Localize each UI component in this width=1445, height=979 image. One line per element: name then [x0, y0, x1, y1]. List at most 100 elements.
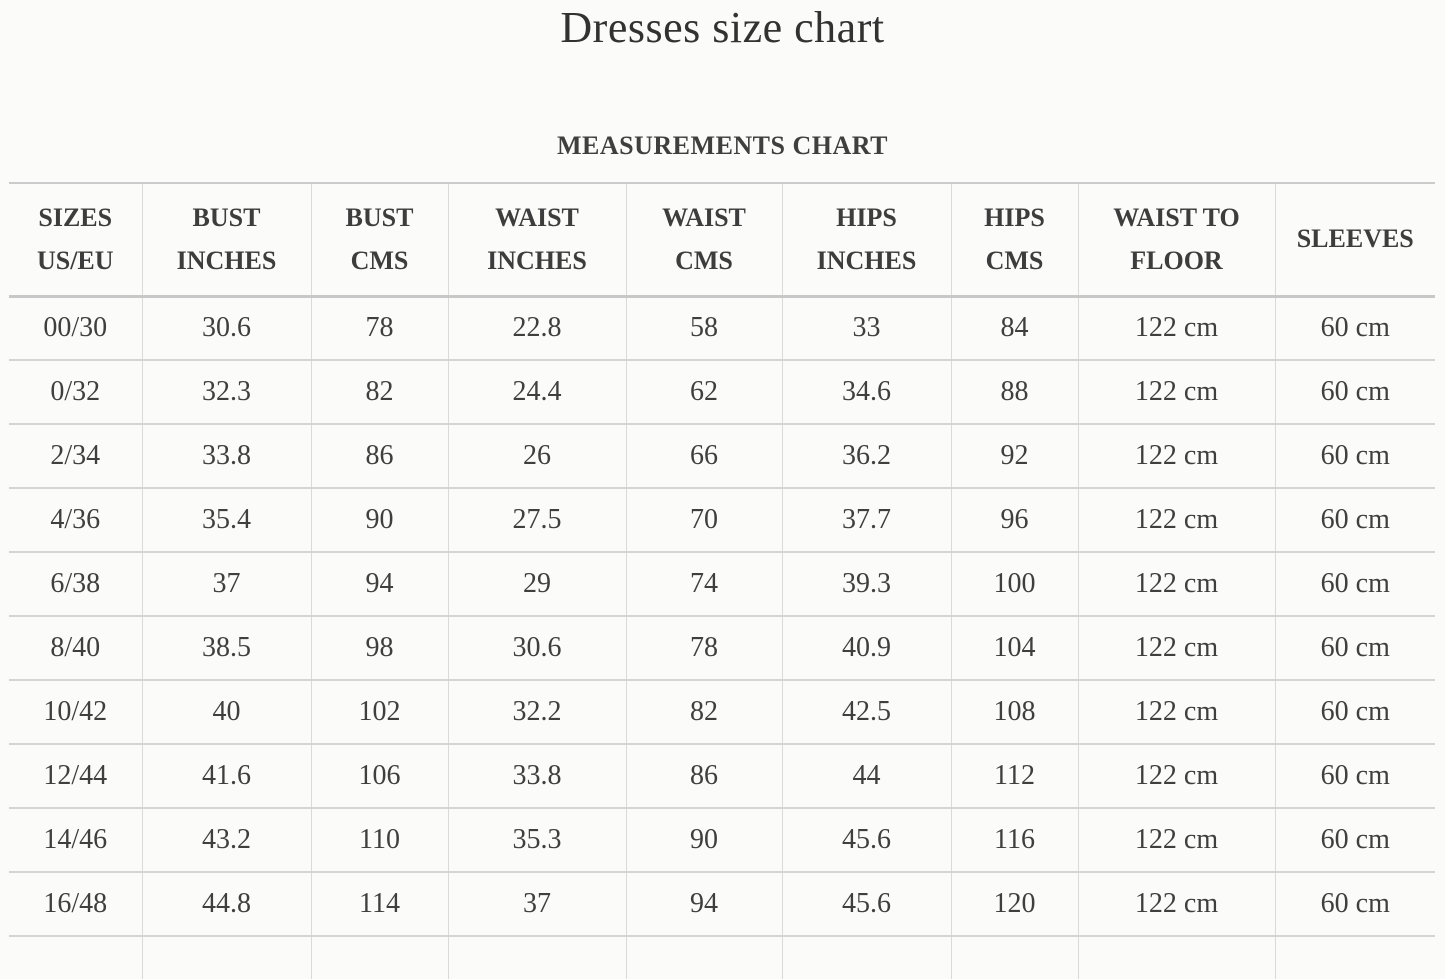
- table-cell: 60 cm: [1274, 616, 1435, 682]
- table-cell: 41.6: [141, 744, 311, 810]
- table-cell: 62: [625, 360, 782, 426]
- table-cell: 120: [950, 872, 1078, 938]
- table-cell: 37: [447, 872, 626, 938]
- table-cell: 16/48: [9, 872, 142, 938]
- table-body: 00/30 30.6 78 22.8 58 33 84 122 cm 60 cm 0/32 32.3…: [9, 296, 1435, 979]
- table-cell: 36.2: [781, 424, 951, 490]
- section-title: MEASUREMENTS CHART: [557, 130, 888, 160]
- table-row: 0/32 32.3 82 24.4 62 34.6 88 122 cm 60 cm: [9, 360, 1435, 426]
- table-cell: [950, 936, 1078, 979]
- table-cell: [1077, 936, 1275, 979]
- table-cell: 122 cm: [1077, 360, 1275, 426]
- measurements-table: SIZES US/EU BUST INCHES BUST CMS WAIST INCH…: [9, 182, 1435, 979]
- table-cell: 74: [625, 552, 782, 618]
- table-row: 8/40 38.5 98 30.6 78 40.9 104 122 cm 60 cm: [9, 616, 1435, 682]
- table-cell: 114: [310, 872, 448, 938]
- table-cell: [141, 936, 311, 979]
- table-cell: 94: [625, 872, 782, 938]
- table-cell: 122 cm: [1077, 680, 1275, 746]
- table-cell: 27.5: [447, 488, 626, 554]
- table-cell: 33: [781, 296, 951, 362]
- table-cell: 24.4: [447, 360, 626, 426]
- table-cell: 100: [950, 552, 1078, 618]
- table-cell: [9, 936, 142, 979]
- table-cell: 108: [950, 680, 1078, 746]
- table-cell: 102: [310, 680, 448, 746]
- table-cell: 106: [310, 744, 448, 810]
- table-row: 2/34 33.8 86 26 66 36.2 92 122 cm 60 cm: [9, 424, 1435, 490]
- table-cell: 110: [310, 808, 448, 874]
- table-cell: 30.6: [447, 616, 626, 682]
- table-cell: 32.2: [447, 680, 626, 746]
- table-cell: 90: [310, 488, 448, 554]
- table-cell: 122 cm: [1077, 616, 1275, 682]
- table-cell: 45.6: [781, 808, 951, 874]
- table-row: 6/38 37 94 29 74 39.3 100 122 cm 60 cm: [9, 552, 1435, 618]
- table-cell: 60 cm: [1274, 552, 1435, 618]
- table-cell: 37: [141, 552, 311, 618]
- table-cell: 37.7: [781, 488, 951, 554]
- table-cell: 45.6: [781, 872, 951, 938]
- table-header-row: SIZES US/EU BUST INCHES BUST CMS WAIST INCH…: [9, 183, 1435, 298]
- table-cell: 122 cm: [1077, 488, 1275, 554]
- table-cell: 26: [447, 424, 626, 490]
- table-cell: 42.5: [781, 680, 951, 746]
- table-cell: [447, 936, 626, 979]
- table-cell: [781, 936, 951, 979]
- table-row: 16/48 44.8 114 37 94 45.6 120 122 cm 60 cm: [9, 872, 1435, 938]
- column-header: WAIST CMS: [625, 183, 782, 298]
- table-cell: 60 cm: [1274, 744, 1435, 810]
- table-cell: 0/32: [9, 360, 142, 426]
- table-cell: 39.3: [781, 552, 951, 618]
- column-header: WAIST TO FLOOR: [1077, 183, 1275, 298]
- table-cell: 78: [310, 296, 448, 362]
- table-cell: 22.8: [447, 296, 626, 362]
- table-cell: 122 cm: [1077, 424, 1275, 490]
- table-cell: 122 cm: [1077, 872, 1275, 938]
- table-cell: 86: [625, 744, 782, 810]
- table-cell: 90: [625, 808, 782, 874]
- table-cell: 122 cm: [1077, 552, 1275, 618]
- table-cell: 29: [447, 552, 626, 618]
- table-cell: 8/40: [9, 616, 142, 682]
- table-cell: 78: [625, 616, 782, 682]
- table-cell: 122 cm: [1077, 744, 1275, 810]
- table-cell: [625, 936, 782, 979]
- table-cell: 60 cm: [1274, 424, 1435, 490]
- table-cell: 38.5: [141, 616, 311, 682]
- table-cell: 40: [141, 680, 311, 746]
- table-cell: 2/34: [9, 424, 142, 490]
- table-cell: 33.8: [447, 744, 626, 810]
- table-cell: 32.3: [141, 360, 311, 426]
- table-cell: 60 cm: [1274, 872, 1435, 938]
- table-cell: 94: [310, 552, 448, 618]
- column-header: WAIST INCHES: [447, 183, 626, 298]
- table-cell: 70: [625, 488, 782, 554]
- column-header: BUST INCHES: [141, 183, 311, 298]
- table-row: 10/42 40 102 32.2 82 42.5 108 122 cm 60 cm: [9, 680, 1435, 746]
- table-cell: 60 cm: [1274, 808, 1435, 874]
- table-cell: 4/36: [9, 488, 142, 554]
- table-cell: 60 cm: [1274, 296, 1435, 362]
- table-cell: 96: [950, 488, 1078, 554]
- table-cell: 86: [310, 424, 448, 490]
- table-cell: 30.6: [141, 296, 311, 362]
- table-cell: 12/44: [9, 744, 142, 810]
- table-cell: 60 cm: [1274, 680, 1435, 746]
- table-cell: 35.4: [141, 488, 311, 554]
- column-header: SLEEVES: [1274, 183, 1435, 298]
- table-cell: 14/46: [9, 808, 142, 874]
- table-cell: 116: [950, 808, 1078, 874]
- table-cell: 88: [950, 360, 1078, 426]
- table-row-partial: [9, 936, 1435, 979]
- table-cell: 60 cm: [1274, 360, 1435, 426]
- table-cell: 6/38: [9, 552, 142, 618]
- table-cell: 44: [781, 744, 951, 810]
- table-cell: 104: [950, 616, 1078, 682]
- table-cell: 122 cm: [1077, 808, 1275, 874]
- table-cell: 43.2: [141, 808, 311, 874]
- table-cell: [1274, 936, 1435, 979]
- table-row: 14/46 43.2 110 35.3 90 45.6 116 122 cm 60 cm: [9, 808, 1435, 874]
- table-cell: 33.8: [141, 424, 311, 490]
